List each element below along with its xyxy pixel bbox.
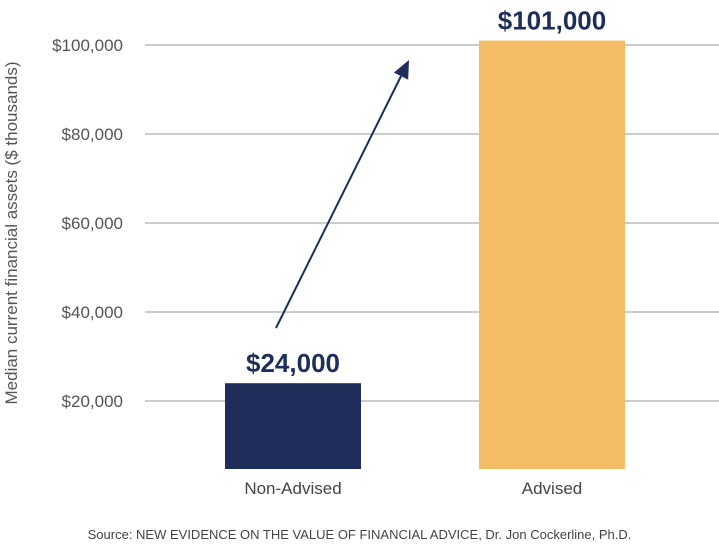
- y-tick-label: $20,000: [62, 392, 123, 411]
- data-label: $24,000: [246, 348, 340, 378]
- y-tick-label: $40,000: [62, 303, 123, 322]
- bar-non-advised: [225, 383, 361, 469]
- bar-advised: [479, 40, 625, 470]
- arrow-head: [393, 60, 409, 80]
- x-tick-label: Advised: [522, 479, 582, 498]
- y-tick-label: $100,000: [52, 36, 123, 55]
- bars: [225, 40, 625, 470]
- y-tick-label: $80,000: [62, 125, 123, 144]
- y-axis-label: Median current financial assets ($ thous…: [2, 61, 21, 404]
- gridlines: [145, 44, 719, 402]
- labels: $20,000 $40,000 $60,000 $80,000 $100,000 $24,…: [52, 6, 606, 498]
- x-tick-label: Non-Advised: [244, 479, 341, 498]
- arrow-shaft: [275, 75, 402, 329]
- source-note: Source: NEW EVIDENCE ON THE VALUE OF FIN…: [87, 527, 632, 542]
- trend-arrow: [275, 60, 409, 329]
- bar-chart: $20,000 $40,000 $60,000 $80,000 $100,000 $24,…: [2, 6, 719, 498]
- data-label: $101,000: [498, 6, 606, 36]
- y-tick-label: $60,000: [62, 214, 123, 233]
